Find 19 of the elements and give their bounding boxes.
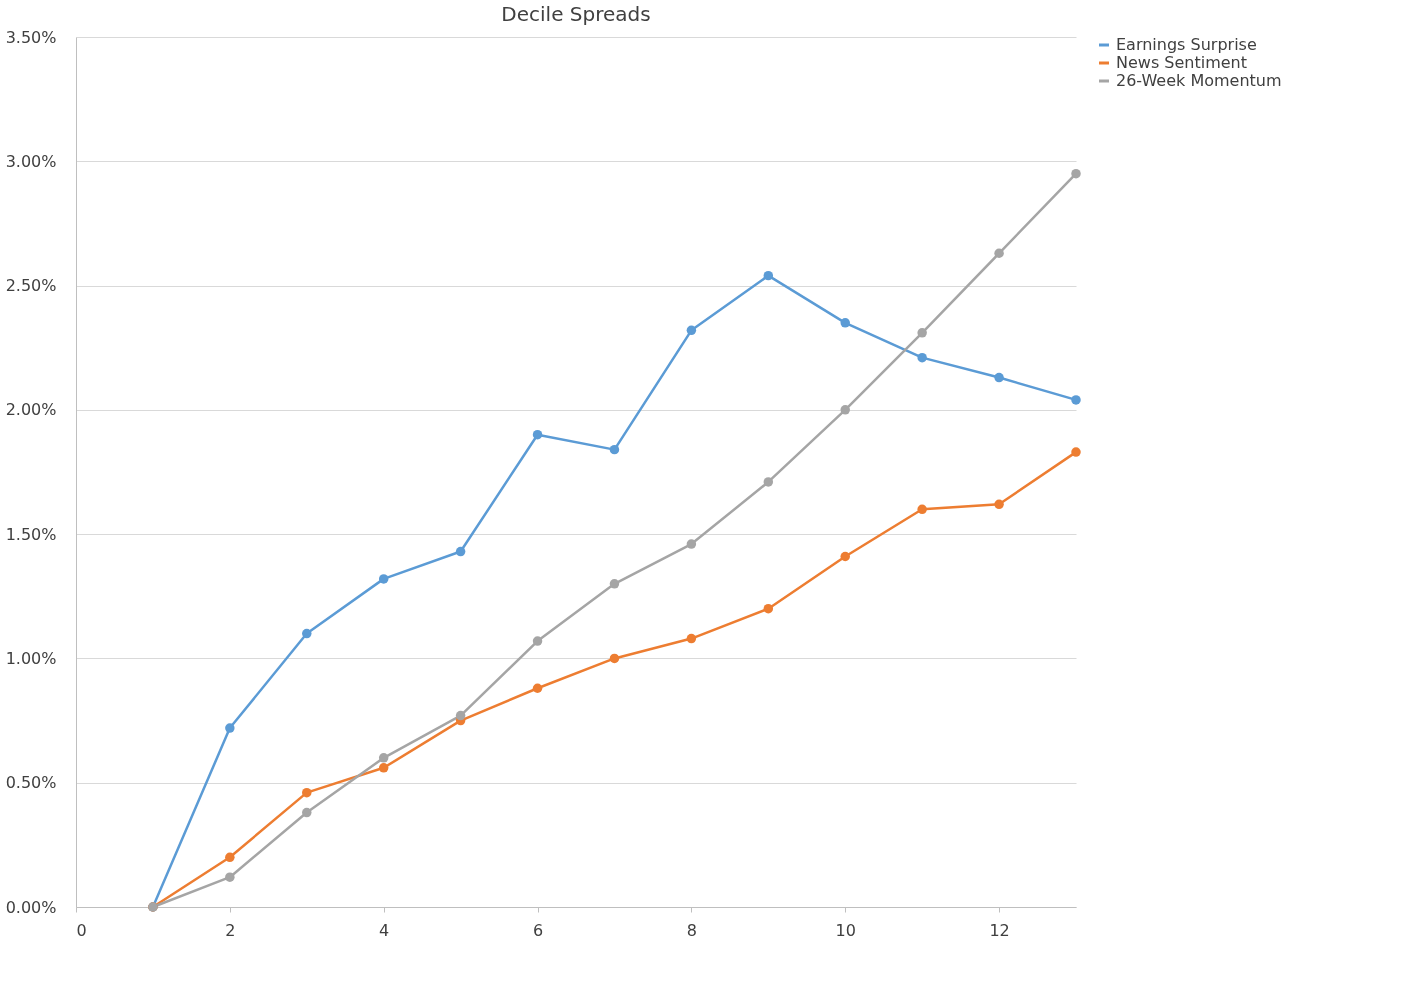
chart-title: Decile Spreads — [501, 2, 651, 26]
y-tick-label: 1.50% — [5, 524, 57, 544]
y-tick-label: 3.50% — [5, 27, 57, 47]
y-tick-label: 2.50% — [5, 276, 57, 296]
x-tick-label: 6 — [532, 920, 544, 940]
x-tick-label: 4 — [379, 920, 390, 940]
x-tick-label: 2 — [225, 920, 236, 940]
x-tick-label: 12 — [989, 920, 1010, 940]
x-tick-label: 0 — [76, 920, 87, 940]
y-tick-label: 1.00% — [5, 648, 57, 668]
x-tick-label: 10 — [835, 920, 856, 940]
y-tick-label: 2.00% — [5, 400, 57, 420]
y-tick-label: 0.00% — [5, 897, 57, 917]
legend-label: Earnings Surprise — [1116, 35, 1257, 54]
legend-label: 26-Week Momentum — [1116, 71, 1282, 90]
legend-label: News Sentiment — [1116, 53, 1248, 72]
y-tick-label: 3.00% — [5, 151, 57, 171]
x-tick-label: 8 — [686, 920, 697, 940]
y-tick-label: 0.50% — [5, 773, 57, 793]
